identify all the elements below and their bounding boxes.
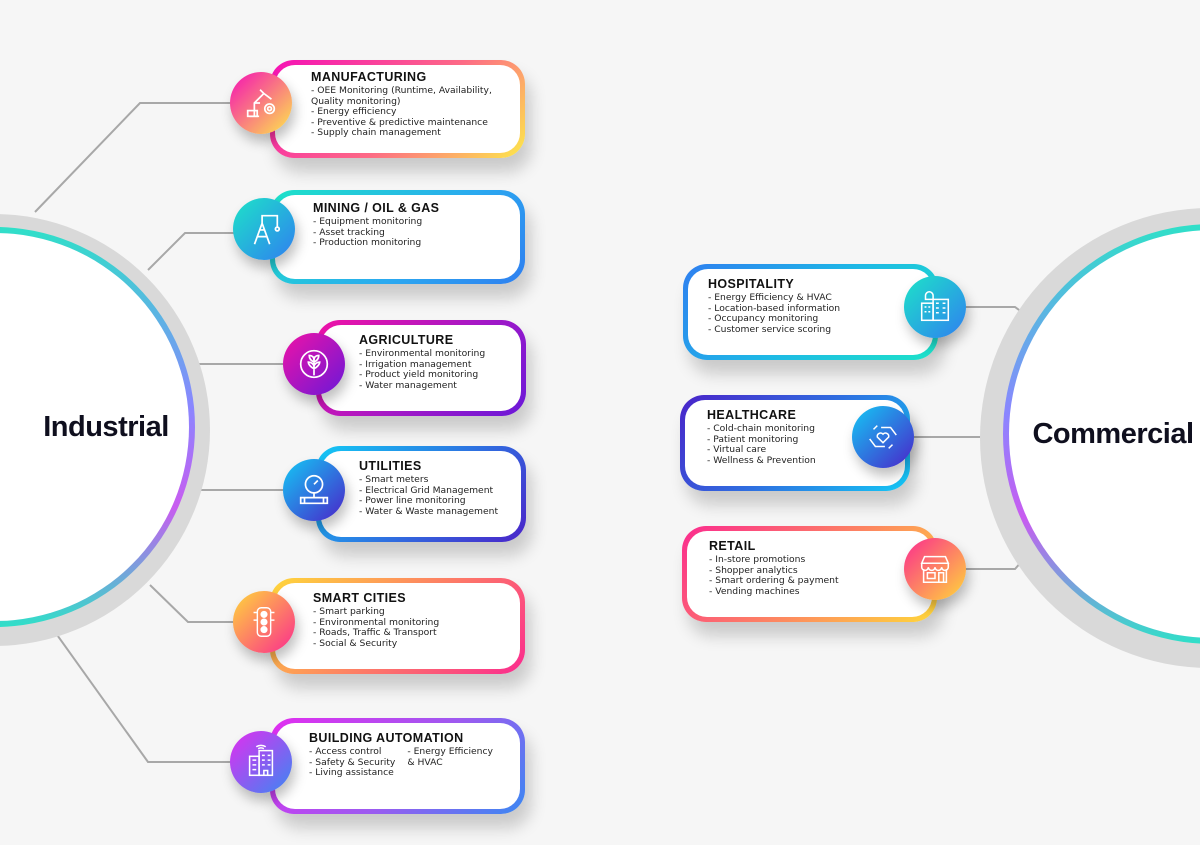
list-item: Environmental monitoring — [359, 348, 509, 360]
retail-card: RETAIL In-store promotions Shopper analy… — [682, 526, 937, 622]
building-automation-title: BUILDING AUTOMATION — [309, 731, 464, 745]
list-item: Customer service scoring — [708, 324, 893, 336]
list-item: Living assistance — [309, 768, 395, 779]
agriculture-card: AGRICULTURE Environmental monitoring Irr… — [316, 320, 526, 416]
building-automation-list-col2: Energy Efficiency & HVAC — [407, 746, 502, 779]
list-item: Cold-chain monitoring — [707, 423, 875, 435]
list-item: OEE Monitoring (Runtime, Availability, Q… — [311, 85, 504, 107]
list-item: Safety & Security — [309, 757, 395, 769]
utilities-title: UTILITIES — [359, 459, 422, 473]
hotel-building-icon — [904, 276, 966, 338]
mining-list: Equipment monitoring Asset tracking Prod… — [313, 216, 504, 249]
list-item: Supply chain management — [311, 128, 504, 139]
building-automation-card: BUILDING AUTOMATION Access control Safet… — [270, 718, 525, 814]
list-item: Asset tracking — [313, 227, 504, 239]
commercial-title: Commercial — [1032, 417, 1194, 450]
list-item: Social & Security — [313, 638, 504, 650]
robot-arm-icon — [230, 72, 292, 134]
connector-smart-cities — [149, 584, 240, 623]
smart-cities-card: SMART CITIES Smart parking Environmental… — [270, 578, 525, 674]
list-item: Occupancy monitoring — [708, 314, 893, 325]
manufacturing-title: MANUFACTURING — [311, 70, 427, 84]
list-item: Roads, Traffic & Transport — [313, 628, 504, 639]
utilities-list: Smart meters Electrical Grid Management … — [359, 474, 509, 518]
industrial-title: Industrial — [43, 410, 169, 443]
list-item: Irrigation management — [359, 359, 509, 371]
list-item: Production monitoring — [313, 238, 504, 249]
oil-rig-icon — [233, 198, 295, 260]
connector-mining — [147, 232, 240, 271]
list-item: Smart ordering & payment — [709, 576, 892, 587]
connector-manufacturing — [34, 102, 240, 213]
utilities-card: UTILITIES Smart meters Electrical Grid M… — [316, 446, 526, 542]
list-item: Smart meters — [359, 474, 509, 486]
manufacturing-list: OEE Monitoring (Runtime, Availability, Q… — [311, 85, 504, 139]
list-item: Water & Waste management — [359, 506, 509, 518]
wheat-icon — [283, 333, 345, 395]
list-item: Patient monitoring — [707, 434, 875, 446]
list-item: Energy Efficiency & HVAC — [708, 292, 893, 304]
retail-title: RETAIL — [709, 539, 756, 553]
list-item: Wellness & Prevention — [707, 455, 875, 467]
smart-building-icon — [230, 731, 292, 793]
list-item: Environmental monitoring — [313, 617, 504, 629]
list-item: Power line monitoring — [359, 496, 509, 507]
hospitality-list: Energy Efficiency & HVAC Location-based … — [708, 292, 893, 336]
mining-card: MINING / OIL & GAS Equipment monitoring … — [270, 190, 525, 284]
list-item: Equipment monitoring — [313, 216, 504, 228]
healthcare-list: Cold-chain monitoring Patient monitoring… — [707, 423, 875, 467]
retail-list: In-store promotions Shopper analytics Sm… — [709, 554, 892, 598]
list-item: Location-based information — [708, 303, 893, 315]
list-item: Energy efficiency — [311, 107, 504, 118]
list-item: Energy Efficiency & HVAC — [407, 746, 502, 768]
agriculture-title: AGRICULTURE — [359, 333, 454, 347]
heart-hands-icon — [852, 406, 914, 468]
list-item: Virtual care — [707, 445, 875, 456]
list-item: Preventive & predictive maintenance — [311, 117, 504, 129]
smart-cities-list: Smart parking Environmental monitoring R… — [313, 606, 504, 650]
traffic-light-icon — [233, 591, 295, 653]
healthcare-title: HEALTHCARE — [707, 408, 797, 422]
pressure-gauge-icon — [283, 459, 345, 521]
building-automation-list-col1: Access control Safety & Security Living … — [309, 746, 395, 779]
list-item: Product yield monitoring — [359, 370, 509, 381]
list-item: In-store promotions — [709, 554, 892, 566]
connector-building — [54, 631, 233, 763]
list-item: Vending machines — [709, 586, 892, 598]
list-item: Shopper analytics — [709, 565, 892, 577]
hospitality-title: HOSPITALITY — [708, 277, 795, 291]
agriculture-list: Environmental monitoring Irrigation mana… — [359, 348, 509, 392]
list-item: Smart parking — [313, 606, 504, 618]
list-item: Electrical Grid Management — [359, 485, 509, 497]
storefront-icon — [904, 538, 966, 600]
list-item: Access control — [309, 746, 395, 758]
list-item: Water management — [359, 380, 509, 392]
mining-title: MINING / OIL & GAS — [313, 201, 440, 215]
manufacturing-card: MANUFACTURING OEE Monitoring (Runtime, A… — [270, 60, 525, 158]
smart-cities-title: SMART CITIES — [313, 591, 406, 605]
hospitality-card: HOSPITALITY Energy Efficiency & HVAC Loc… — [683, 264, 938, 360]
